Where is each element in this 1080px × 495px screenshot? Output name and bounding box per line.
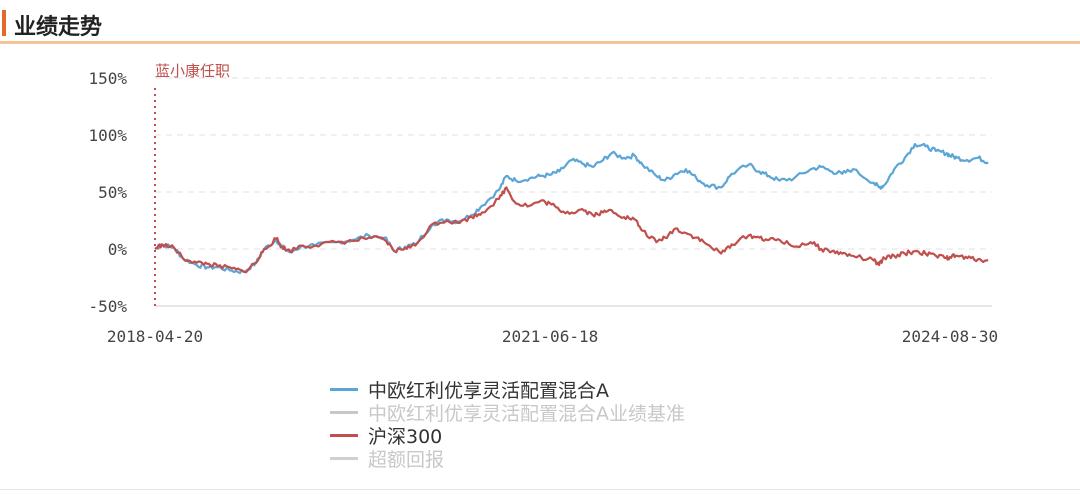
legend-swatch <box>330 434 358 437</box>
x-tick-label: 2021-06-18 <box>502 327 598 346</box>
legend-swatch <box>330 388 358 391</box>
y-tick-label: 50% <box>98 183 127 202</box>
chart-legend: 中欧红利优享灵活配置混合A 中欧红利优享灵活配置混合A业绩基准 沪深300 超额回报 <box>330 378 685 471</box>
x-tick-label: 2024-08-30 <box>902 327 998 346</box>
legend-item[interactable]: 中欧红利优享灵活配置混合A业绩基准 <box>330 401 685 425</box>
series-line <box>154 142 989 275</box>
legend-label: 超额回报 <box>368 449 445 471</box>
performance-chart: 150% 100% 50% 0% -50% 2018-04-20 2021-06-18 202… <box>88 62 998 346</box>
section-title: 业绩走势 <box>14 15 103 40</box>
x-tick-label: 2018-04-20 <box>107 327 203 346</box>
series-line <box>154 186 989 274</box>
bottom-divider <box>0 489 1080 490</box>
tenure-label: 蓝小康任职 <box>155 62 230 80</box>
legend-swatch <box>330 457 358 460</box>
legend-swatch <box>330 411 358 414</box>
y-tick-label: 100% <box>88 126 127 145</box>
legend-item[interactable]: 中欧红利优享灵活配置混合A <box>330 378 685 402</box>
legend-item[interactable]: 超额回报 <box>330 447 685 471</box>
legend-label: 沪深300 <box>368 426 443 448</box>
header-accent-bar <box>2 10 6 36</box>
legend-item[interactable]: 沪深300 <box>330 424 685 448</box>
legend-label: 中欧红利优享灵活配置混合A <box>368 380 609 402</box>
section-header: 业绩走势 <box>0 0 1080 44</box>
y-tick-label: 0% <box>108 240 128 259</box>
y-tick-label: -50% <box>88 297 127 316</box>
legend-label: 中欧红利优享灵活配置混合A业绩基准 <box>368 403 685 425</box>
y-tick-label: 150% <box>88 69 127 88</box>
